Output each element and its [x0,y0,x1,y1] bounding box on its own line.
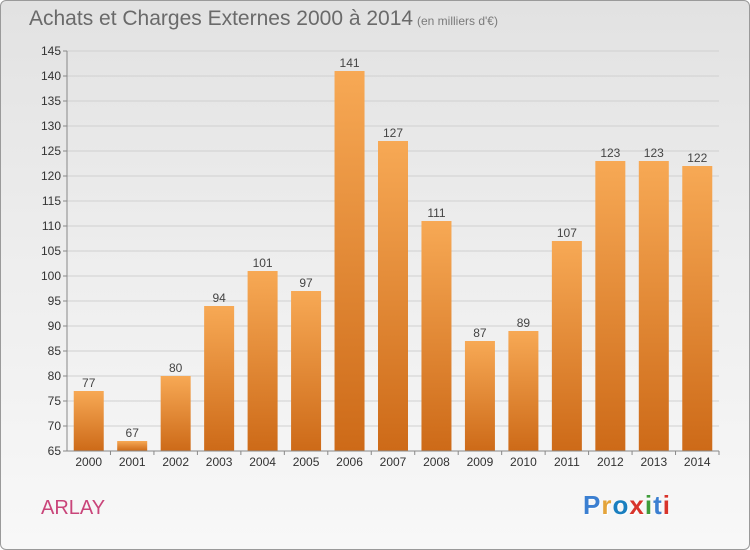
value-label-2007: 127 [383,126,403,140]
value-label-2002: 80 [169,361,183,375]
axes: 65 70 75 80 85 90 95 100 105 110 115 120 125 130 135 14… [41,44,720,469]
x-tick-label: 2014 [684,455,711,469]
bar-2013 [638,161,669,451]
y-tick-label: 70 [48,419,62,433]
bars [73,71,713,451]
y-tick-label: 120 [41,169,61,183]
value-labels: 77 67 80 94 101 97 141 127 111 87 89 107 123 123 122 [82,56,708,440]
place-name: ARLAY [41,497,106,519]
bar-2005 [291,291,322,451]
bar-2003 [204,306,235,451]
y-tick-label: 80 [48,369,62,383]
value-label-2010: 89 [517,316,531,330]
y-tick-label: 85 [48,344,62,358]
y-tick-label: 125 [41,144,61,158]
y-tick-label: 130 [41,119,61,133]
value-label-2000: 77 [82,376,96,390]
y-tick-label: 100 [41,269,61,283]
x-tick-label: 2011 [554,455,580,469]
bar-2000 [73,391,104,451]
value-label-2014: 122 [687,151,707,165]
y-tick-label: 140 [41,69,61,83]
x-tick-label: 2002 [162,455,189,469]
value-label-2001: 67 [126,426,140,440]
bar-2014 [682,166,713,451]
x-tick-label: 2010 [510,455,537,469]
chart-subtitle: (en milliers d'€) [417,14,498,28]
x-tick-label: 2007 [380,455,407,469]
bar-2001 [117,441,148,451]
x-tick-label: 2012 [597,455,624,469]
y-tick-label: 145 [41,44,61,58]
x-tick-label: 2001 [119,455,146,469]
x-tick-label: 2006 [336,455,363,469]
value-label-2004: 101 [253,256,273,270]
x-tick-label: 2003 [206,455,233,469]
bar-2012 [595,161,626,451]
x-tick-label: 2009 [467,455,494,469]
chart-title: Achats et Charges Externes 2000 à 2014 [29,7,414,30]
x-tick-label: 2004 [249,455,276,469]
x-tick-label: 2005 [293,455,320,469]
value-label-2013: 123 [644,146,664,160]
x-tick-label: 2000 [75,455,102,469]
value-label-2003: 94 [212,291,226,305]
value-label-2006: 141 [340,56,360,70]
bar-2002 [160,376,191,451]
bar-2006 [334,71,365,451]
y-tick-label: 95 [48,294,62,308]
x-tick-label: 2013 [640,455,667,469]
y-tick-label: 115 [42,194,61,208]
y-tick-label: 75 [48,394,62,408]
value-label-2009: 87 [473,326,487,340]
bar-2004 [247,271,278,451]
y-tick-label: 65 [48,444,62,458]
value-label-2008: 111 [427,206,446,220]
bar-2010 [508,331,539,451]
value-label-2005: 97 [299,276,313,290]
y-tick-label: 90 [48,319,62,333]
value-label-2011: 107 [557,226,577,240]
proxiti-logo: Proxiti [583,490,671,520]
y-tick-label: 135 [41,94,61,108]
bar-2007 [378,141,408,451]
bar-2009 [464,341,495,451]
bar-2008 [421,221,452,451]
value-label-2012: 123 [600,146,620,160]
bar-2011 [551,241,582,451]
y-tick-label: 110 [42,219,61,233]
x-tick-label: 2008 [423,455,450,469]
y-tick-label: 105 [41,244,61,258]
